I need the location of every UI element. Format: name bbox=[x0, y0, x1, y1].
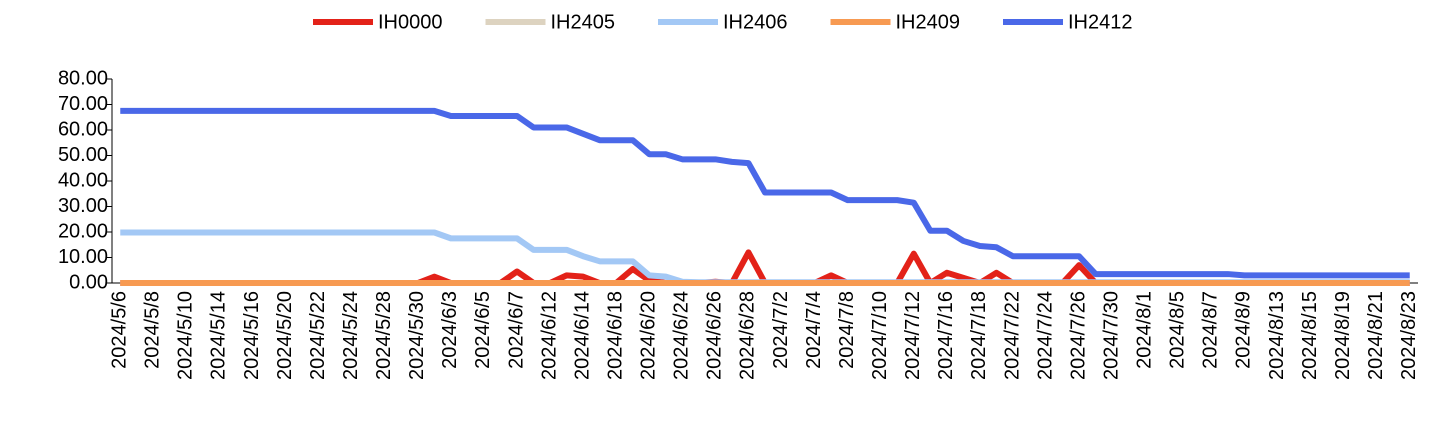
x-tick-label: 2024/5/30 bbox=[406, 291, 428, 380]
x-tick-label: 2024/8/7 bbox=[1200, 291, 1222, 369]
x-tick-label: 2024/5/14 bbox=[208, 291, 230, 380]
x-tick-label: 2024/8/21 bbox=[1365, 291, 1387, 380]
legend-label: IH0000 bbox=[378, 11, 443, 33]
x-tick-label: 2024/6/5 bbox=[472, 291, 494, 369]
series-line bbox=[120, 249, 1410, 286]
x-tick-label: 2024/7/12 bbox=[902, 291, 924, 380]
x-tick-label: 2024/7/2 bbox=[770, 291, 792, 369]
x-tick-label: 2024/8/23 bbox=[1398, 291, 1420, 380]
x-tick-label: 2024/7/26 bbox=[1067, 291, 1089, 380]
x-tick-label: 2024/5/16 bbox=[241, 291, 263, 380]
x-tick-label: 2024/5/24 bbox=[340, 291, 362, 380]
y-tick-label: 30.00 bbox=[58, 195, 108, 217]
x-tick-label: 2024/5/6 bbox=[109, 291, 131, 369]
x-tick-label: 2024/7/30 bbox=[1100, 291, 1122, 380]
x-tick-label: 2024/6/26 bbox=[704, 291, 726, 380]
x-tick-label: 2024/6/3 bbox=[439, 291, 461, 369]
x-tick-label: 2024/5/28 bbox=[373, 291, 395, 380]
x-tick-label: 2024/8/15 bbox=[1299, 291, 1321, 380]
x-tick-label: 2024/8/19 bbox=[1332, 291, 1354, 380]
x-tick-label: 2024/7/8 bbox=[836, 291, 858, 369]
y-tick-label: 80.00 bbox=[58, 67, 108, 89]
legend-label: IH2409 bbox=[896, 11, 961, 33]
x-tick-label: 2024/8/5 bbox=[1167, 291, 1189, 369]
x-tick-label: 2024/6/12 bbox=[538, 291, 560, 380]
x-tick-label: 2024/6/24 bbox=[671, 291, 693, 380]
x-tick-label: 2024/7/4 bbox=[803, 291, 825, 369]
x-tick-label: 2024/5/22 bbox=[307, 291, 329, 380]
x-tick-label: 2024/8/9 bbox=[1233, 291, 1255, 369]
legend-label: IH2405 bbox=[551, 11, 616, 33]
x-tick-label: 2024/5/8 bbox=[142, 291, 164, 369]
y-tick-label: 0.00 bbox=[69, 271, 108, 293]
y-tick-label: 60.00 bbox=[58, 118, 108, 140]
x-tick-label: 2024/6/18 bbox=[604, 291, 626, 380]
y-tick-label: 70.00 bbox=[58, 93, 108, 115]
y-tick-label: 50.00 bbox=[58, 144, 108, 166]
legend-label: IH2406 bbox=[723, 11, 788, 33]
x-tick-label: 2024/6/14 bbox=[571, 291, 593, 380]
x-tick-label: 2024/7/10 bbox=[869, 291, 891, 380]
x-tick-label: 2024/6/28 bbox=[737, 291, 759, 380]
y-tick-label: 20.00 bbox=[58, 220, 108, 242]
x-tick-label: 2024/8/13 bbox=[1266, 291, 1288, 380]
series-line bbox=[120, 107, 1410, 279]
x-tick-label: 2024/7/24 bbox=[1034, 291, 1056, 380]
x-tick-label: 2024/7/16 bbox=[935, 291, 957, 380]
x-tick-label: 2024/5/10 bbox=[175, 291, 197, 380]
x-tick-label: 2024/6/7 bbox=[505, 291, 527, 369]
x-tick-label: 2024/7/22 bbox=[1001, 291, 1023, 380]
y-tick-label: 10.00 bbox=[58, 246, 108, 268]
x-tick-label: 2024/5/20 bbox=[274, 291, 296, 380]
x-tick-label: 2024/8/1 bbox=[1134, 291, 1156, 369]
y-tick-label: 40.00 bbox=[58, 169, 108, 191]
legend-label: IH2412 bbox=[1068, 11, 1133, 33]
x-tick-label: 2024/6/20 bbox=[638, 291, 660, 380]
x-tick-label: 2024/7/18 bbox=[968, 291, 990, 380]
